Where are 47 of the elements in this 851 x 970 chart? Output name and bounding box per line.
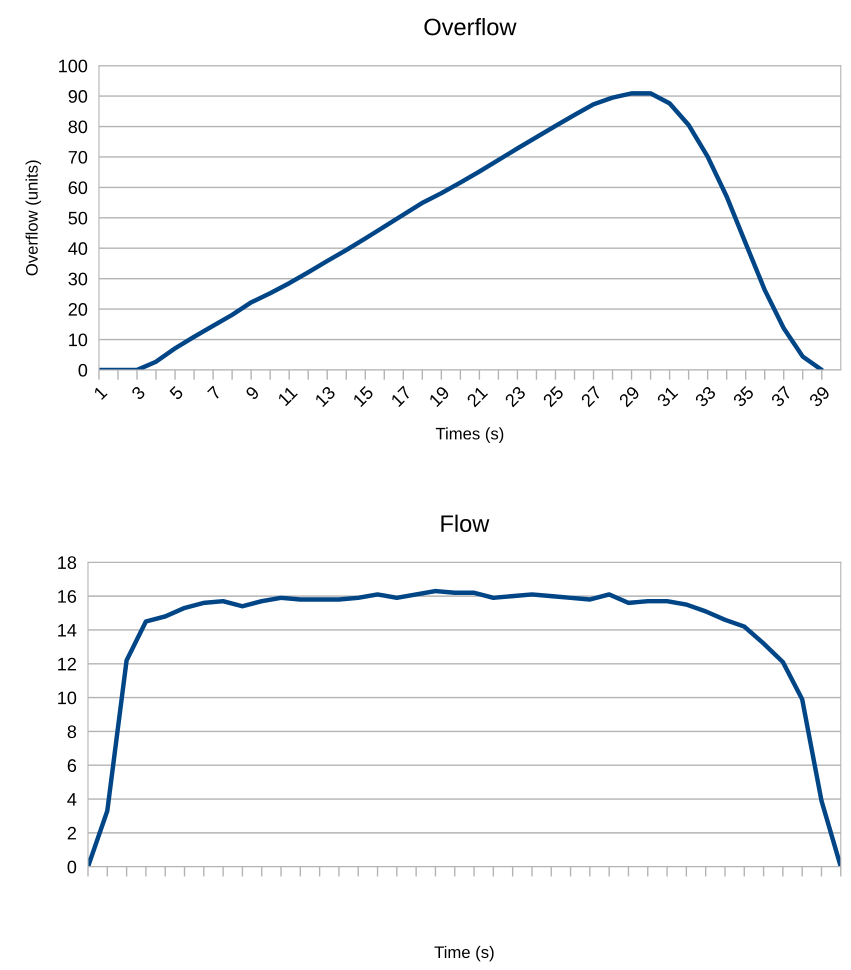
x-tick-label: 15 bbox=[352, 386, 374, 408]
x-axis-title: Times (s) bbox=[436, 427, 504, 443]
y-tick-label: 12 bbox=[58, 658, 76, 670]
y-tick-label: 14 bbox=[58, 624, 76, 636]
y-tick-label: 30 bbox=[68, 272, 88, 286]
y-tick-label: 0 bbox=[68, 860, 76, 874]
x-tick-label: 3 bbox=[130, 385, 146, 401]
y-tick-label: 4 bbox=[67, 793, 76, 806]
x-tick-label: 9 bbox=[244, 385, 260, 400]
line-series bbox=[98, 91, 824, 370]
y-tick-label: 80 bbox=[68, 120, 88, 134]
y-axis-title: Overflow (units) bbox=[26, 160, 42, 276]
x-tick-label: 23 bbox=[504, 385, 526, 408]
chart-title: Flow bbox=[441, 514, 490, 532]
x-tick-label: 25 bbox=[542, 385, 564, 408]
y-tick-label: 16 bbox=[58, 590, 76, 603]
y-tick-label: 70 bbox=[68, 150, 88, 164]
x-tick-label: 21 bbox=[466, 386, 488, 408]
y-tick-label: 10 bbox=[58, 692, 76, 704]
y-tick-label: 2 bbox=[68, 826, 76, 840]
y-tick-label: 0 bbox=[78, 364, 88, 377]
x-axis-title: Time (s) bbox=[434, 946, 494, 962]
x-tick-label: 11 bbox=[277, 386, 298, 406]
y-tick-label: 20 bbox=[68, 303, 88, 316]
y-tick-label: 40 bbox=[68, 242, 88, 255]
x-tick-label: 1 bbox=[93, 386, 108, 400]
x-tick-label: 31 bbox=[656, 386, 678, 408]
x-tick-label: 39 bbox=[808, 385, 831, 408]
chart-title: Overflow bbox=[424, 18, 517, 36]
x-tick-label: 17 bbox=[390, 386, 412, 408]
y-tick-label: 18 bbox=[58, 556, 76, 570]
y-tick-label: 8 bbox=[68, 725, 76, 738]
x-tick-label: 27 bbox=[580, 386, 602, 408]
y-tick-label: 90 bbox=[68, 90, 88, 103]
y-tick-label: 100 bbox=[59, 60, 88, 72]
y-tick-label: 60 bbox=[68, 181, 88, 194]
x-tick-label: 35 bbox=[732, 385, 755, 408]
y-tick-label: 50 bbox=[68, 212, 88, 225]
y-tick-label: 10 bbox=[69, 333, 88, 346]
y-tick-label: 6 bbox=[68, 759, 76, 772]
x-tick-label: 13 bbox=[314, 385, 336, 408]
x-tick-label: 29 bbox=[618, 385, 640, 408]
x-tick-label: 7 bbox=[207, 386, 222, 400]
x-tick-label: 19 bbox=[428, 385, 450, 408]
x-tick-label: 33 bbox=[694, 385, 716, 408]
x-tick-label: 5 bbox=[168, 386, 184, 401]
x-tick-label: 37 bbox=[770, 386, 792, 408]
